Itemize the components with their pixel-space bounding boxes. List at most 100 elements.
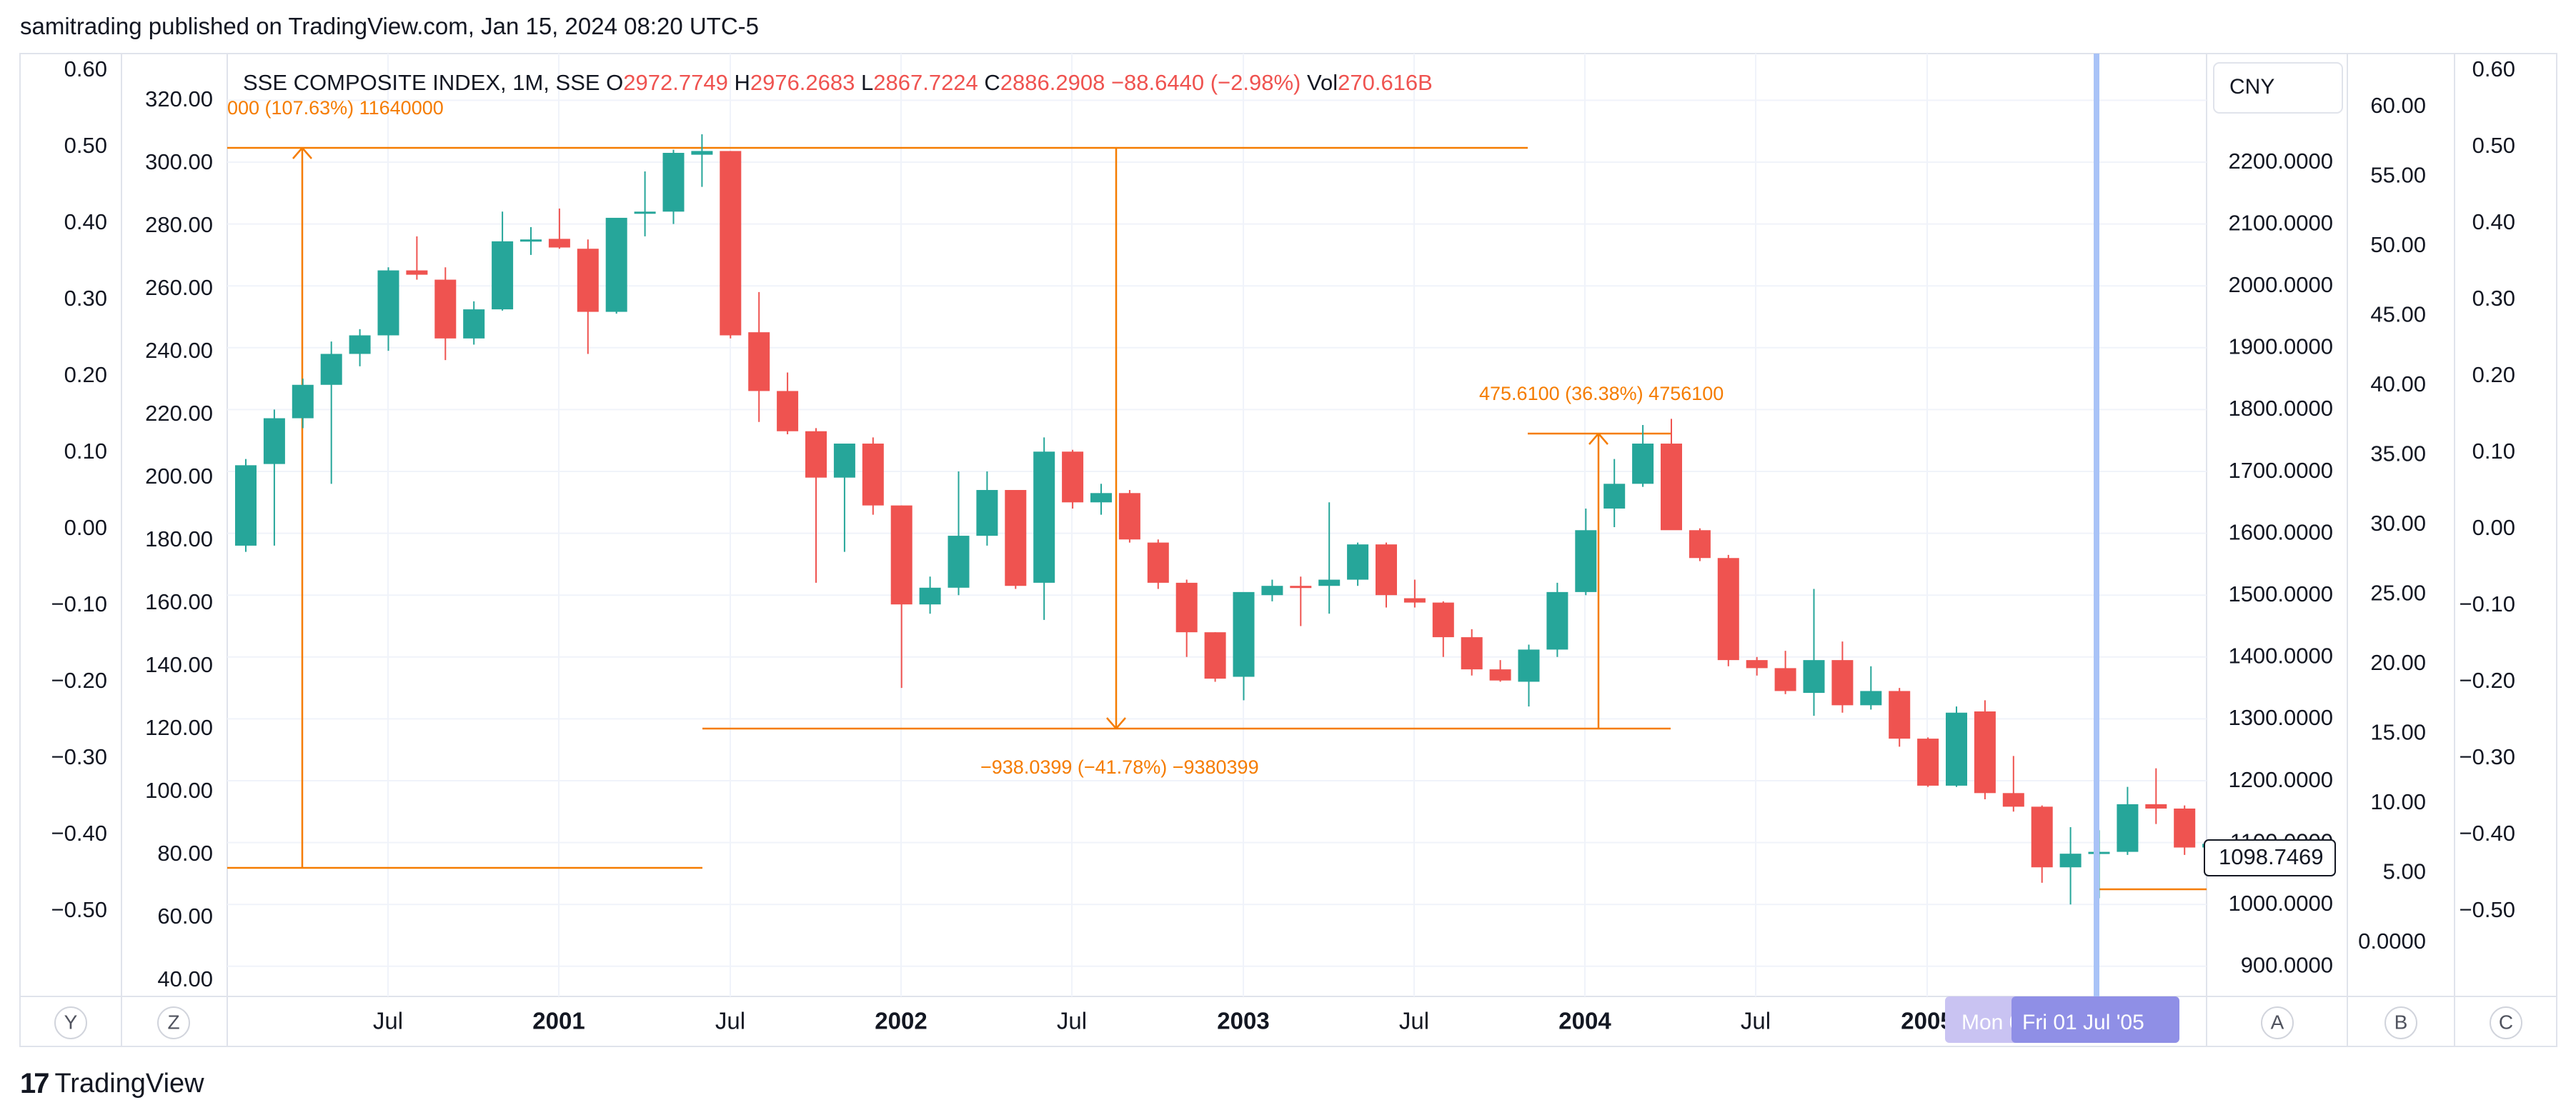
candle[interactable] (948, 471, 970, 596)
candle[interactable] (1546, 582, 1568, 657)
candle[interactable] (2059, 826, 2082, 905)
candle[interactable] (1717, 554, 1739, 666)
candle[interactable] (463, 301, 485, 345)
candle[interactable] (1062, 449, 1084, 509)
candle[interactable] (292, 379, 314, 429)
candle[interactable] (919, 576, 941, 614)
candle-body (691, 151, 713, 155)
candle[interactable] (805, 428, 827, 583)
candle[interactable] (1376, 542, 1397, 608)
candle[interactable] (634, 171, 656, 236)
candle[interactable] (434, 267, 457, 361)
candle[interactable] (1403, 579, 1426, 608)
candle[interactable] (1518, 644, 1540, 707)
candle-body (862, 444, 884, 506)
candle[interactable] (1803, 589, 1825, 716)
candle[interactable] (1290, 576, 1312, 626)
range3-arrow-l[interactable] (1588, 433, 1599, 445)
candle[interactable] (2117, 786, 2139, 855)
left-inner-tick: 280.00 (145, 212, 213, 237)
legend-o-label: O (606, 70, 623, 95)
candle[interactable] (691, 134, 713, 187)
candle[interactable] (976, 471, 998, 546)
left-outer-tick: 0.50 (64, 133, 107, 158)
candle[interactable] (263, 409, 285, 546)
candle[interactable] (1175, 579, 1198, 657)
candle[interactable] (1261, 579, 1283, 601)
candle-body (377, 270, 399, 336)
candle[interactable] (320, 341, 342, 484)
candle[interactable] (2174, 805, 2196, 855)
candle[interactable] (2031, 805, 2053, 883)
candle[interactable] (605, 217, 627, 314)
candle[interactable] (2002, 756, 2024, 812)
candle[interactable] (1946, 706, 1967, 787)
candle[interactable] (1603, 459, 1626, 527)
candle[interactable] (520, 226, 542, 255)
candle[interactable] (1774, 651, 1796, 694)
scale-button-a[interactable]: A (2261, 1006, 2294, 1039)
candle[interactable] (406, 236, 428, 280)
candle[interactable] (777, 372, 799, 435)
candle[interactable] (1746, 656, 1768, 676)
candle[interactable] (1347, 542, 1369, 586)
candle[interactable] (492, 211, 514, 311)
candle-body (406, 270, 428, 275)
candle[interactable] (662, 149, 685, 224)
candle[interactable] (1575, 508, 1597, 596)
candle[interactable] (1974, 700, 1996, 799)
range1-label: 000 (107.63%) 11640000 (227, 97, 444, 119)
right-outer-tick: −0.20 (2460, 668, 2515, 693)
range2-arrow-r[interactable] (1115, 717, 1126, 729)
scale-button-c-label: C (2499, 1011, 2513, 1033)
candle[interactable] (862, 437, 884, 515)
range3-arrow-r[interactable] (1598, 433, 1608, 445)
range2-arrow-l[interactable] (1106, 717, 1117, 729)
candle[interactable] (1917, 737, 1939, 787)
candle[interactable] (1233, 591, 1255, 701)
scale-button-b[interactable]: B (2384, 1006, 2417, 1039)
candle[interactable] (349, 329, 371, 366)
candle[interactable] (1661, 419, 1682, 531)
candle[interactable] (1204, 632, 1226, 682)
currency-badge[interactable] (2213, 62, 2343, 114)
candle[interactable] (377, 267, 399, 351)
candle[interactable] (1005, 489, 1027, 589)
range1-arrow-l[interactable] (292, 147, 303, 159)
candle[interactable] (548, 208, 570, 249)
candle[interactable] (1489, 660, 1511, 682)
candle[interactable] (1632, 425, 1654, 487)
right-outer-tick: 0.00 (2472, 515, 2515, 540)
candle[interactable] (577, 239, 599, 354)
candle[interactable] (1889, 688, 1911, 747)
candle-body (1175, 582, 1198, 633)
candle[interactable] (1147, 539, 1169, 589)
candle[interactable] (720, 151, 742, 339)
candle[interactable] (890, 505, 912, 689)
tradingview-logo[interactable]: 17 TradingView (20, 1068, 204, 1100)
candle[interactable] (1318, 502, 1341, 614)
legend-vol-value: 270.616B (1338, 70, 1433, 95)
scale-button-c[interactable]: C (2490, 1006, 2522, 1039)
candle-body (1889, 691, 1911, 739)
candle[interactable] (1432, 601, 1454, 657)
candle[interactable] (1860, 666, 1882, 710)
left-inner-tick: 200.00 (145, 464, 213, 489)
candle[interactable] (1461, 629, 1483, 676)
scale-button-z[interactable]: Z (157, 1006, 190, 1039)
candle[interactable] (1831, 641, 1854, 713)
candle[interactable] (235, 459, 257, 552)
time-label: 2004 (1558, 1008, 1611, 1034)
candle-body (1318, 579, 1341, 586)
candle[interactable] (2145, 768, 2167, 824)
candle[interactable] (833, 444, 855, 552)
time-label: Jul (373, 1008, 403, 1034)
candle[interactable] (1090, 484, 1112, 515)
candle[interactable] (1118, 489, 1140, 543)
range1-arrow-r[interactable] (302, 147, 312, 159)
candle[interactable] (1033, 437, 1055, 620)
candle[interactable] (748, 291, 770, 422)
scale-button-y[interactable]: Y (54, 1006, 87, 1039)
candle[interactable] (1689, 528, 1711, 561)
